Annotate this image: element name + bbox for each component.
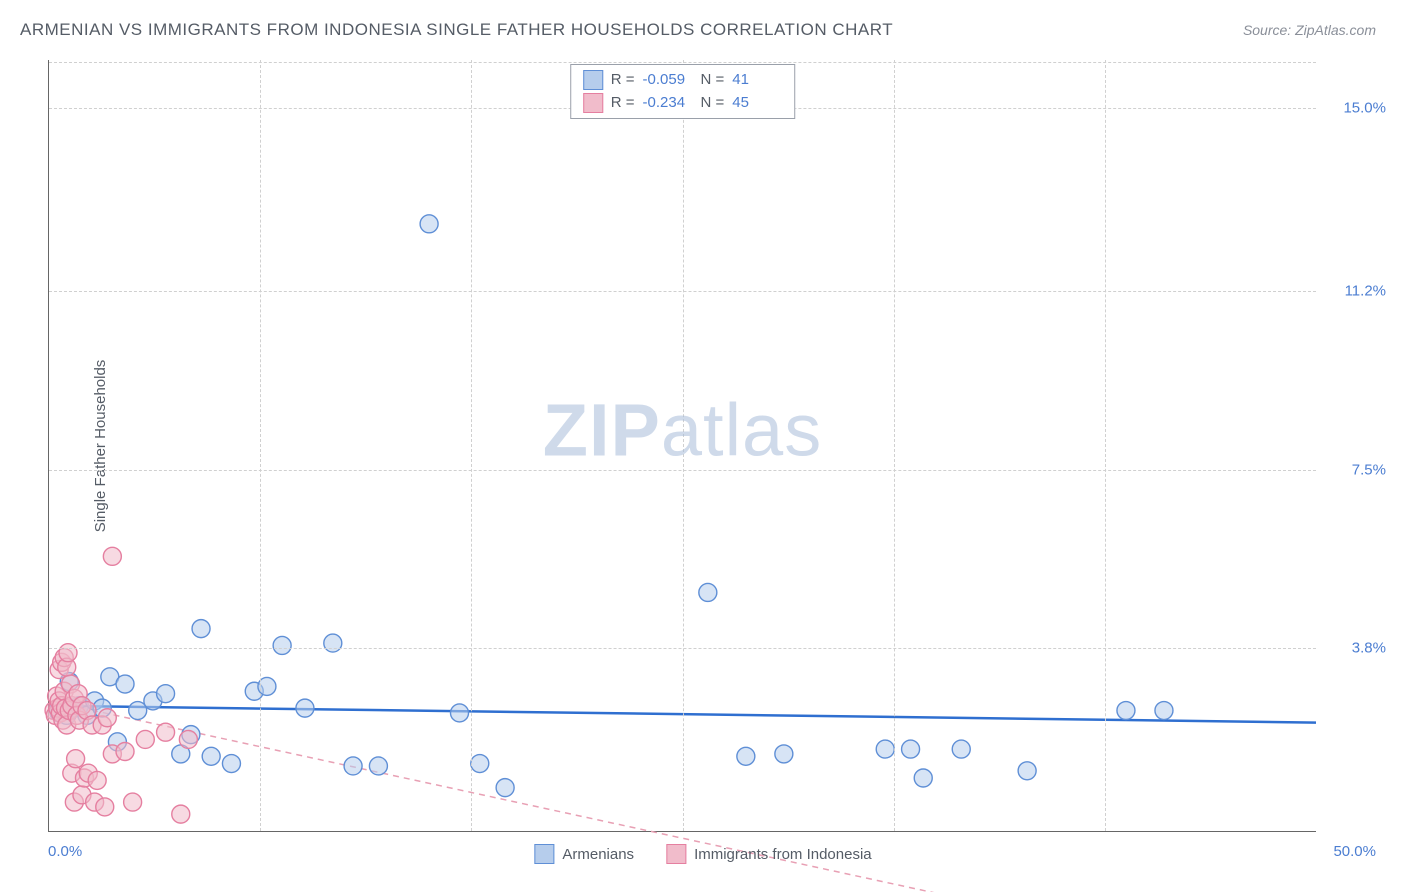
swatch-series-2 <box>583 93 603 113</box>
data-point <box>324 634 342 652</box>
data-point <box>222 755 240 773</box>
swatch-series-1 <box>583 70 603 90</box>
data-point <box>1117 702 1135 720</box>
data-point <box>59 644 77 662</box>
legend-label: Armenians <box>562 846 634 863</box>
data-point <box>699 583 717 601</box>
data-point <box>98 709 116 727</box>
chart-title: ARMENIAN VS IMMIGRANTS FROM INDONESIA SI… <box>20 20 893 40</box>
data-point <box>116 742 134 760</box>
y-tick-label: 15.0% <box>1326 100 1386 117</box>
source-attribution: Source: ZipAtlas.com <box>1243 22 1376 38</box>
data-point <box>88 771 106 789</box>
legend-label: Immigrants from Indonesia <box>694 846 872 863</box>
n-value-2: 45 <box>732 92 782 115</box>
data-point <box>775 745 793 763</box>
swatch-series-2 <box>666 844 686 864</box>
data-point <box>420 215 438 233</box>
legend-item: Immigrants from Indonesia <box>666 844 872 864</box>
data-point <box>116 675 134 693</box>
correlation-stats-box: R = -0.059 N = 41 R = -0.234 N = 45 <box>570 64 796 119</box>
data-point <box>876 740 894 758</box>
data-point <box>451 704 469 722</box>
y-tick-label: 3.8% <box>1326 639 1386 656</box>
r-value-2: -0.234 <box>643 92 693 115</box>
chart-plot-area: ZIPatlas R = -0.059 N = 41 R = -0.234 N … <box>48 60 1316 832</box>
data-point <box>914 769 932 787</box>
data-point <box>1155 702 1173 720</box>
y-tick-label: 11.2% <box>1326 283 1386 300</box>
stats-row: R = -0.234 N = 45 <box>583 92 783 115</box>
data-point <box>172 805 190 823</box>
legend: Armenians Immigrants from Indonesia <box>534 844 871 864</box>
data-point <box>369 757 387 775</box>
x-axis-max: 50.0% <box>1333 843 1376 860</box>
legend-item: Armenians <box>534 844 634 864</box>
data-point <box>737 747 755 765</box>
y-tick-label: 7.5% <box>1326 461 1386 478</box>
data-point <box>136 730 154 748</box>
data-point <box>96 798 114 816</box>
data-point <box>496 779 514 797</box>
swatch-series-1 <box>534 844 554 864</box>
data-point <box>344 757 362 775</box>
data-point <box>157 723 175 741</box>
data-point <box>103 547 121 565</box>
data-point <box>192 620 210 638</box>
r-value-1: -0.059 <box>643 69 693 92</box>
data-point <box>952 740 970 758</box>
data-point <box>1018 762 1036 780</box>
data-point <box>124 793 142 811</box>
n-value-1: 41 <box>732 69 782 92</box>
stats-row: R = -0.059 N = 41 <box>583 69 783 92</box>
data-point <box>273 636 291 654</box>
data-point <box>202 747 220 765</box>
x-axis-min: 0.0% <box>48 843 82 860</box>
data-point <box>296 699 314 717</box>
data-point <box>179 730 197 748</box>
data-point <box>67 750 85 768</box>
data-point <box>157 685 175 703</box>
data-point <box>902 740 920 758</box>
data-point <box>471 755 489 773</box>
